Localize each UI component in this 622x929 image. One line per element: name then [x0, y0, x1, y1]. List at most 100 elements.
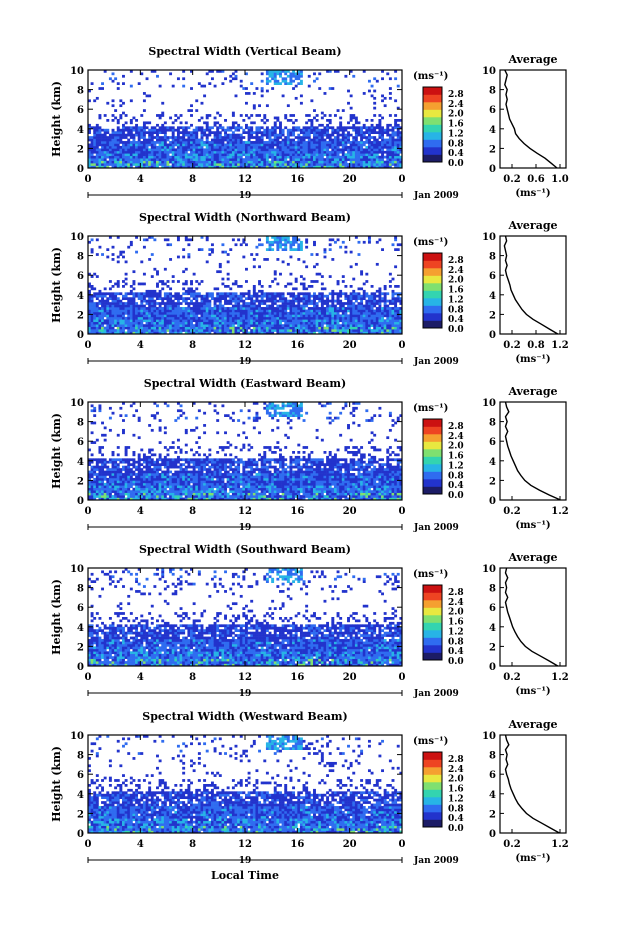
- heatmap-cell: [391, 277, 395, 281]
- heatmap-cell: [88, 272, 91, 276]
- heatmap-cell: [276, 248, 280, 251]
- heatmap-cell: [315, 136, 319, 139]
- heatmap-cell: [203, 329, 207, 332]
- heatmap-cell: [381, 145, 384, 149]
- heatmap-cell: [192, 324, 196, 327]
- heatmap-cell: [106, 143, 110, 147]
- heatmap-cell: [148, 297, 152, 300]
- heatmap-cell: [224, 148, 227, 152]
- heatmap-cell: [271, 294, 275, 298]
- heatmap-cell: [122, 280, 125, 283]
- heatmap-cell: [318, 294, 322, 298]
- heatmap-cell: [216, 287, 220, 291]
- heatmap-cell: [98, 155, 102, 159]
- heatmap-cell: [284, 240, 288, 244]
- heatmap-cell: [221, 138, 225, 142]
- heatmap-cell: [331, 163, 335, 166]
- heatmap-cell: [129, 302, 133, 305]
- heatmap-cell: [388, 77, 392, 81]
- heatmap-cell: [242, 314, 246, 318]
- heatmap-cell: [281, 292, 285, 296]
- heatmap-cell: [354, 299, 358, 303]
- heatmap-cell: [114, 485, 118, 489]
- heatmap-cell: [210, 324, 214, 327]
- heatmap-cell: [373, 150, 377, 154]
- heatmap-cell: [331, 321, 335, 325]
- heatmap-cell: [394, 314, 398, 318]
- heatmap-cell: [195, 311, 199, 315]
- heatmap-cell: [367, 158, 371, 161]
- x-tick-label: 20: [343, 340, 357, 351]
- heatmap-cell: [176, 314, 180, 318]
- heatmap-cell: [158, 311, 162, 315]
- heatmap-cell: [200, 128, 204, 132]
- heatmap-cell: [106, 487, 110, 491]
- heatmap-cell: [174, 158, 178, 161]
- heatmap-cell: [119, 490, 123, 493]
- heatmap-cell: [98, 329, 102, 332]
- heatmap-cell: [190, 238, 193, 242]
- heatmap-cell: [171, 133, 175, 137]
- heatmap-cell: [229, 153, 233, 157]
- heatmap-cell: [203, 163, 207, 166]
- heatmap-cell: [197, 165, 201, 169]
- heatmap-cell: [360, 143, 364, 147]
- heatmap-cell: [289, 245, 293, 249]
- heatmap-cell: [148, 321, 152, 325]
- heatmap-cell: [137, 160, 141, 164]
- heatmap-cell: [106, 302, 110, 305]
- heatmap-cell: [336, 131, 340, 134]
- heatmap-cell: [326, 126, 330, 130]
- heatmap-cell: [88, 331, 91, 335]
- heatmap-cell: [268, 155, 272, 159]
- heatmap-cell: [354, 126, 358, 130]
- heatmap-cell: [156, 153, 159, 157]
- heatmap-cell: [106, 326, 110, 330]
- heatmap-cell: [171, 329, 175, 332]
- heatmap-cell: [156, 324, 159, 327]
- heatmap-cell: [297, 311, 301, 315]
- heatmap-cell: [328, 243, 332, 247]
- heatmap-cell: [365, 272, 369, 276]
- heatmap-cell: [307, 119, 311, 122]
- heatmap-cell: [192, 163, 196, 166]
- heatmap-cell: [161, 314, 165, 318]
- heatmap-cell: [114, 480, 118, 484]
- heatmap-cell: [166, 280, 170, 283]
- heatmap-cell: [294, 77, 298, 81]
- heatmap-cell: [263, 331, 267, 335]
- heatmap-cell: [106, 163, 110, 166]
- heatmap-cell: [388, 143, 392, 147]
- heatmap-cell: [179, 148, 183, 152]
- heatmap-cell: [341, 331, 345, 335]
- heatmap-cell: [252, 165, 256, 169]
- heatmap-cell: [320, 158, 324, 161]
- heatmap-cell: [213, 319, 217, 323]
- heatmap-cell: [252, 321, 256, 325]
- heatmap-cell: [388, 321, 392, 325]
- heatmap-cell: [163, 314, 167, 318]
- heatmap-cell: [307, 292, 311, 296]
- heatmap-cell: [352, 307, 356, 310]
- heatmap-cell: [347, 163, 350, 166]
- heatmap-cell: [383, 314, 387, 318]
- heatmap-cell: [284, 153, 288, 157]
- heatmap-cell: [357, 331, 361, 335]
- colorbar: 2.82.42.01.61.20.80.40.0: [422, 252, 464, 335]
- heatmap-cell: [116, 153, 120, 157]
- heatmap-cell: [93, 485, 97, 489]
- heatmap-cell: [344, 311, 348, 315]
- heatmap-cell: [383, 96, 387, 100]
- heatmap-cell: [213, 136, 217, 139]
- heatmap-cell: [132, 160, 136, 164]
- heatmap-cell: [276, 299, 280, 303]
- heatmap-cell: [305, 143, 309, 147]
- heatmap-cell: [328, 299, 332, 303]
- heatmap-cell: [260, 160, 264, 164]
- heatmap-cell: [252, 148, 256, 152]
- heatmap-cell: [245, 131, 248, 134]
- heatmap-cell: [145, 294, 149, 298]
- heatmap-cell: [302, 133, 306, 137]
- heatmap-cell: [381, 314, 384, 318]
- heatmap-cell: [205, 136, 209, 139]
